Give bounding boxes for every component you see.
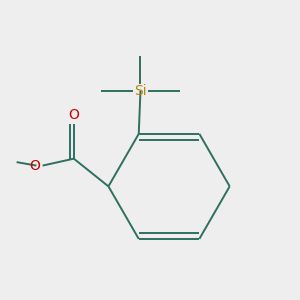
Text: O: O [30,159,40,172]
Text: Si: Si [134,84,147,98]
Text: O: O [68,108,79,122]
